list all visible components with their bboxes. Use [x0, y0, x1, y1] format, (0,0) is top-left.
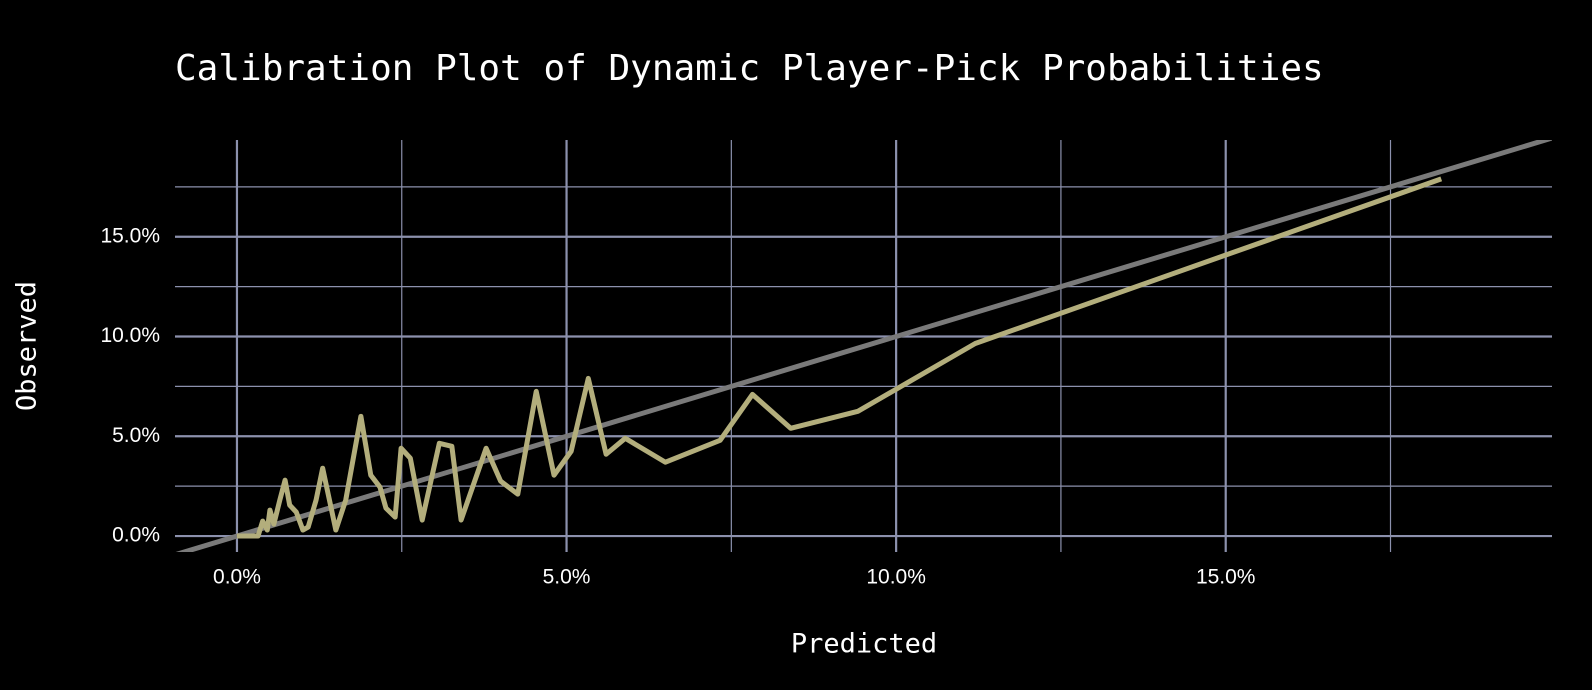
chart-title: Calibration Plot of Dynamic Player-Pick … — [175, 48, 1324, 89]
y-tick-label: 10.0% — [100, 324, 160, 347]
calibration-line — [236, 176, 1443, 539]
reference-line — [175, 140, 1552, 552]
x-tick-label: 5.0% — [543, 566, 591, 589]
y-tick-label: 5.0% — [112, 424, 160, 447]
y-tick-label: 15.0% — [100, 224, 160, 247]
x-tick-label: 10.0% — [866, 566, 926, 589]
x-axis-label: Predicted — [791, 629, 937, 660]
grid — [175, 140, 1552, 552]
x-tick-label: 15.0% — [1196, 566, 1256, 589]
x-tick-label: 0.0% — [213, 566, 261, 589]
y-axis-label: Observed — [12, 281, 43, 411]
plot-area — [175, 140, 1552, 552]
y-tick-label: 0.0% — [112, 524, 160, 547]
